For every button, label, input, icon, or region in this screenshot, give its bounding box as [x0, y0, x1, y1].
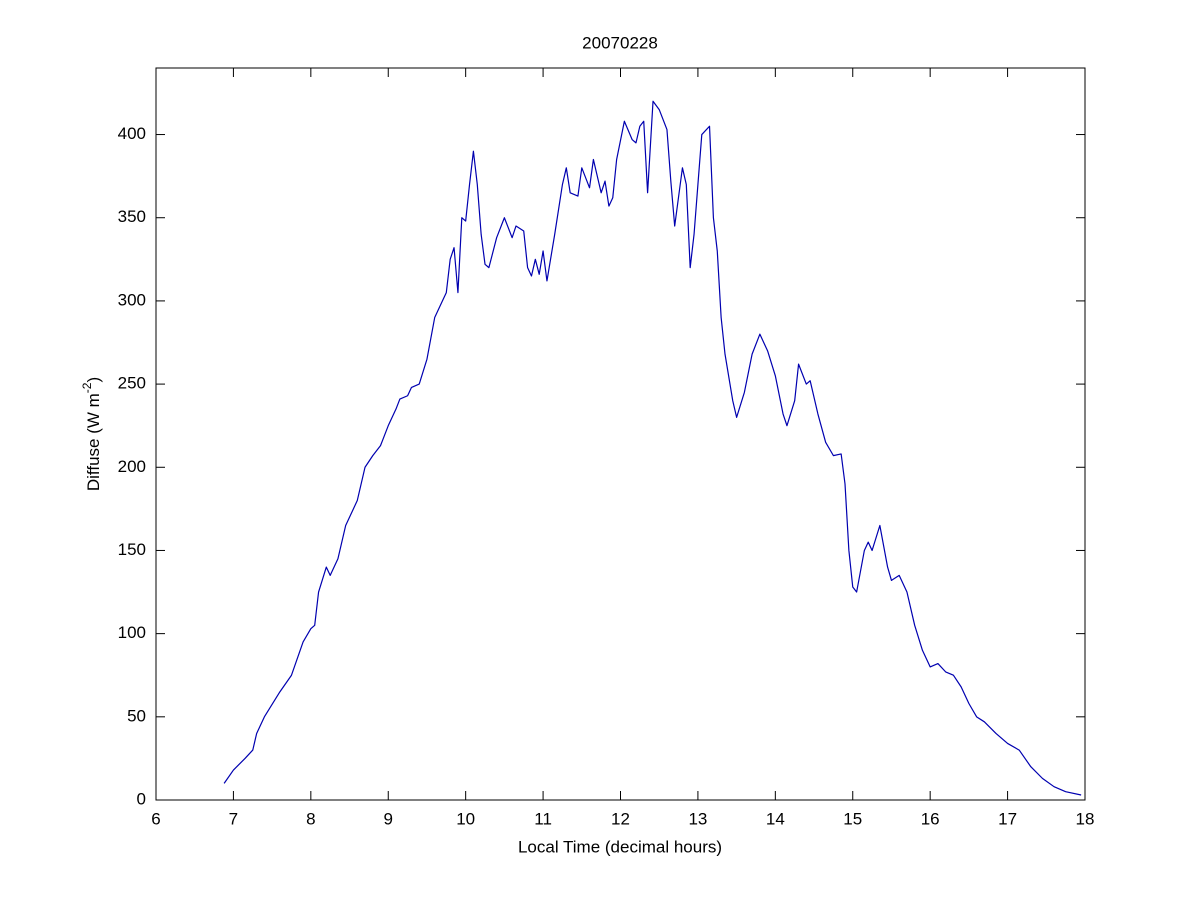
y-tick-label: 50 [127, 706, 146, 725]
chart-title: 20070228 [582, 33, 658, 52]
x-tick-label: 8 [306, 809, 315, 828]
x-tick-label: 18 [1076, 809, 1095, 828]
x-tick-label: 12 [611, 809, 630, 828]
y-tick-label: 350 [118, 207, 146, 226]
y-axis-label-close: ) [84, 377, 103, 383]
y-axis-label-text: Diffuse (W m [84, 393, 103, 491]
y-tick-label: 150 [118, 540, 146, 559]
x-tick-label: 14 [766, 809, 785, 828]
y-tick-label: 200 [118, 457, 146, 476]
x-tick-label: 15 [843, 809, 862, 828]
y-axis-label: Diffuse (W m-2) [80, 377, 103, 491]
x-tick-label: 7 [229, 809, 238, 828]
y-tick-label: 100 [118, 623, 146, 642]
y-tick-label: 400 [118, 124, 146, 143]
y-tick-label: 300 [118, 290, 146, 309]
x-tick-label: 17 [998, 809, 1017, 828]
x-tick-label: 16 [921, 809, 940, 828]
x-tick-label: 11 [534, 809, 552, 828]
x-axis-label: Local Time (decimal hours) [518, 837, 722, 856]
x-tick-label: 9 [384, 809, 393, 828]
x-tick-label: 6 [151, 809, 160, 828]
x-tick-label: 13 [688, 809, 707, 828]
x-tick-label: 10 [456, 809, 475, 828]
y-tick-label: 250 [118, 374, 146, 393]
y-axis-label-sup: -2 [80, 382, 94, 393]
data-line [223, 100, 1082, 796]
y-tick-label: 0 [137, 789, 146, 808]
